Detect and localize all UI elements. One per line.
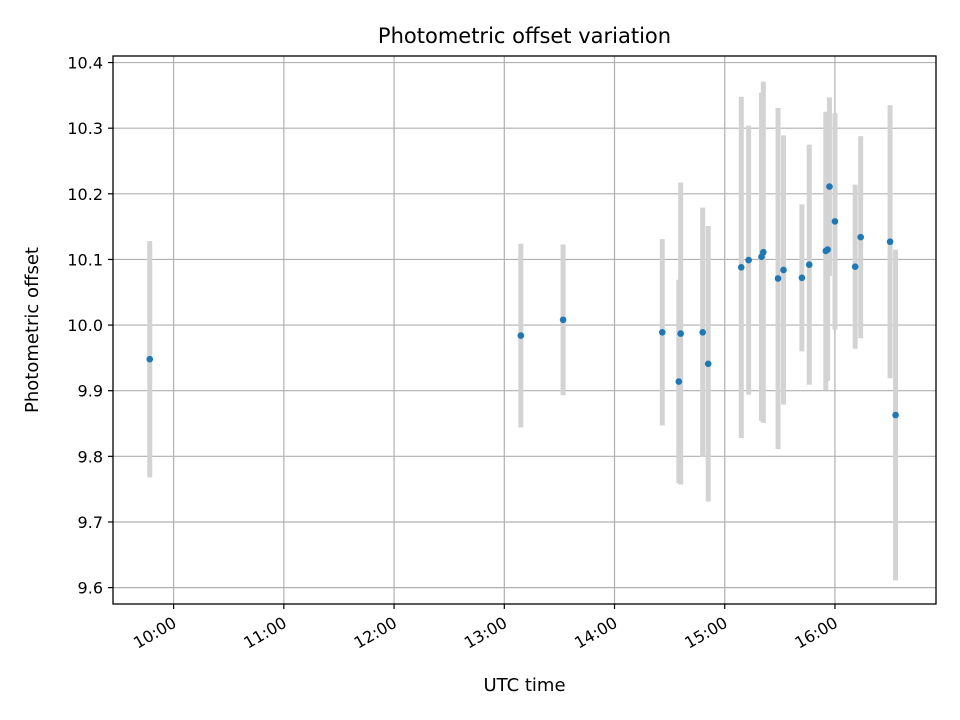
- y-tick-label: 10.4: [67, 54, 103, 73]
- y-tick-label: 9.8: [78, 447, 103, 466]
- plot-frame: [112, 55, 937, 605]
- x-tick-label: 11:00: [240, 613, 289, 653]
- data-point: [851, 263, 859, 270]
- x-tick-label: 10:00: [130, 613, 179, 653]
- data-point: [892, 411, 899, 419]
- data-point: [677, 330, 684, 337]
- grid-layer: [113, 56, 936, 604]
- data-point-layer: [146, 183, 899, 419]
- y-tick-label: 9.7: [78, 513, 103, 532]
- y-tick-label: 9.9: [78, 382, 103, 401]
- y-tick-label: 10.0: [67, 316, 103, 335]
- y-tick-label: 10.3: [67, 119, 103, 138]
- x-axis-label: UTC time: [483, 675, 565, 696]
- data-point: [826, 183, 833, 190]
- data-point: [798, 274, 806, 282]
- y-tick-label: 10.2: [67, 185, 103, 204]
- data-point: [517, 332, 525, 339]
- y-tick-label: 10.1: [67, 250, 103, 269]
- data-point: [704, 360, 712, 368]
- x-tick-label: 12:00: [351, 613, 400, 653]
- data-point: [805, 261, 813, 268]
- data-point: [559, 316, 567, 324]
- data-point: [658, 328, 666, 336]
- x-tick-label: 15:00: [681, 613, 730, 653]
- y-axis-label: Photometric offset: [22, 247, 43, 413]
- data-point: [737, 264, 745, 271]
- data-point: [774, 275, 782, 282]
- data-point: [857, 233, 864, 241]
- data-point: [831, 218, 839, 225]
- x-tick-label: 13:00: [461, 613, 510, 653]
- chart-title: Photometric offset variation: [378, 24, 671, 48]
- data-point: [824, 246, 831, 253]
- x-tick-label: 14:00: [571, 613, 620, 653]
- data-point: [760, 248, 767, 256]
- data-point: [699, 328, 706, 336]
- data-point: [146, 355, 154, 363]
- data-point: [886, 238, 894, 246]
- data-point: [675, 378, 683, 385]
- errorbar-layer: [147, 81, 899, 581]
- data-point: [745, 256, 752, 264]
- data-point: [780, 266, 787, 274]
- x-tick-label: 16:00: [792, 613, 841, 653]
- y-tick-label: 9.6: [78, 579, 103, 598]
